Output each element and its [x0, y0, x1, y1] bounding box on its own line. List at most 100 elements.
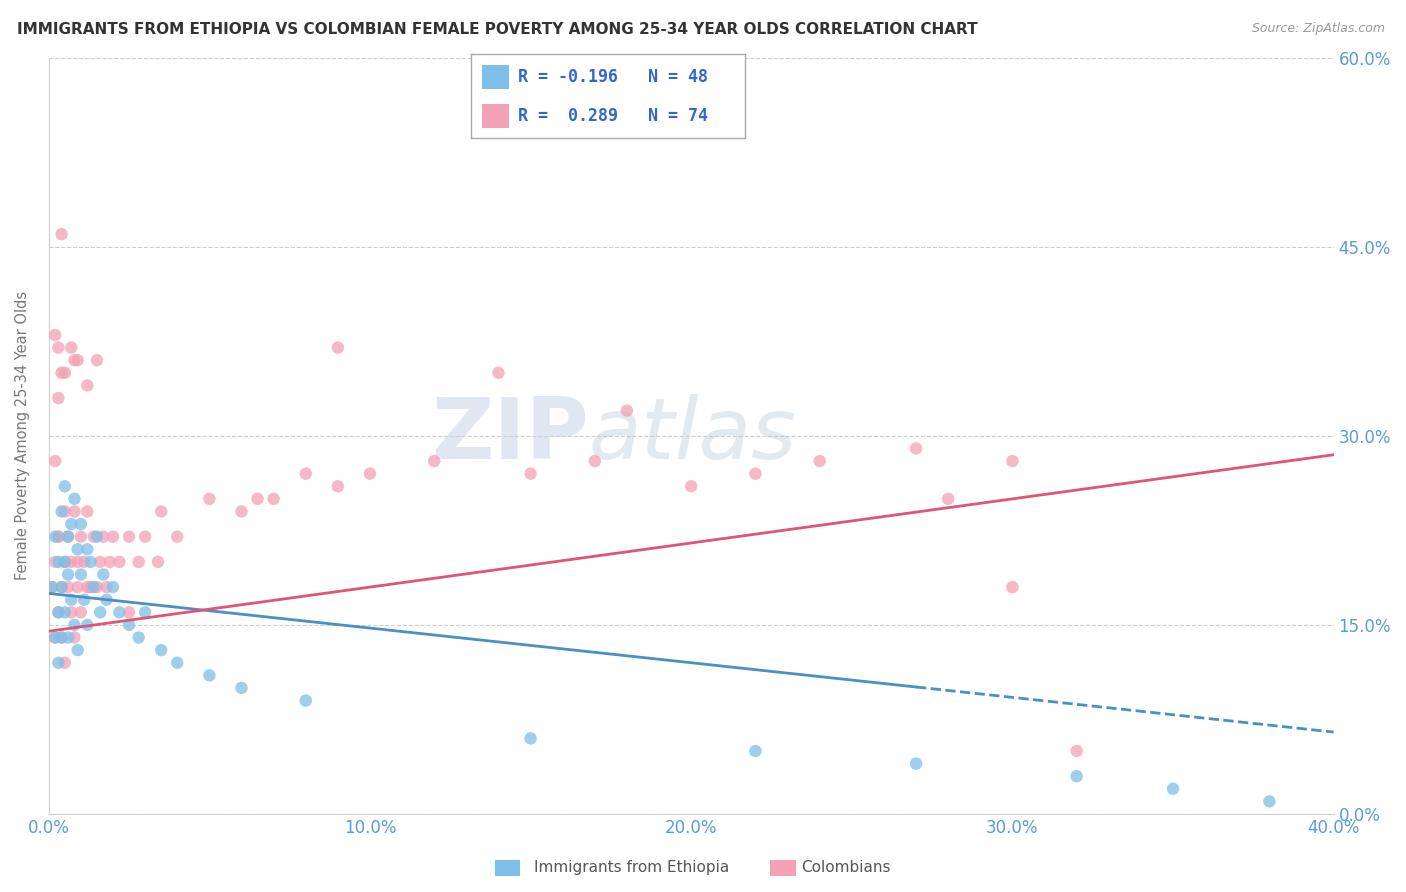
Point — [150, 643, 173, 657]
Point — [66, 353, 89, 368]
Point — [118, 530, 141, 544]
Point — [198, 668, 221, 682]
Point — [56, 0, 79, 2]
Point — [134, 605, 156, 619]
Point — [51, 580, 73, 594]
FancyBboxPatch shape — [482, 65, 509, 89]
Point — [808, 454, 831, 468]
Point — [70, 567, 93, 582]
Point — [744, 467, 766, 481]
Point — [51, 631, 73, 645]
Point — [73, 555, 96, 569]
Point — [263, 491, 285, 506]
Point — [53, 366, 76, 380]
Point — [41, 580, 63, 594]
Point — [89, 605, 111, 619]
Point — [1161, 781, 1184, 796]
Point — [83, 530, 105, 544]
Text: ZIP: ZIP — [430, 394, 588, 477]
Point — [231, 504, 253, 518]
Point — [53, 656, 76, 670]
Point — [44, 328, 66, 343]
Point — [936, 491, 959, 506]
Point — [60, 555, 83, 569]
Point — [128, 631, 150, 645]
Point — [583, 454, 606, 468]
Point — [70, 517, 93, 532]
Point — [66, 542, 89, 557]
Point — [66, 580, 89, 594]
Point — [48, 605, 70, 619]
Point — [53, 555, 76, 569]
Point — [63, 504, 86, 518]
Point — [48, 605, 70, 619]
Point — [146, 555, 169, 569]
Point — [198, 491, 221, 506]
Point — [86, 530, 108, 544]
Point — [93, 530, 115, 544]
Point — [41, 580, 63, 594]
Point — [246, 491, 269, 506]
Point — [56, 567, 79, 582]
Point — [231, 681, 253, 695]
Point — [166, 656, 188, 670]
Point — [70, 605, 93, 619]
Point — [1066, 769, 1088, 783]
Point — [48, 555, 70, 569]
Point — [53, 555, 76, 569]
Point — [76, 618, 98, 632]
Point — [905, 442, 928, 456]
Point — [60, 592, 83, 607]
Point — [63, 631, 86, 645]
Text: R = -0.196   N = 48: R = -0.196 N = 48 — [517, 69, 707, 87]
Point — [44, 530, 66, 544]
Point — [51, 504, 73, 518]
Point — [63, 353, 86, 368]
Point — [56, 631, 79, 645]
Point — [44, 555, 66, 569]
Point — [1258, 794, 1281, 808]
Point — [79, 555, 101, 569]
Point — [1001, 454, 1024, 468]
Point — [134, 530, 156, 544]
Point — [86, 353, 108, 368]
Point — [51, 227, 73, 242]
Point — [1001, 580, 1024, 594]
Point — [93, 567, 115, 582]
Point — [76, 504, 98, 518]
Point — [66, 555, 89, 569]
Point — [53, 605, 76, 619]
Point — [48, 656, 70, 670]
Text: atlas: atlas — [588, 394, 796, 477]
Point — [76, 542, 98, 557]
Point — [48, 530, 70, 544]
Point — [905, 756, 928, 771]
Point — [48, 530, 70, 544]
Point — [326, 479, 349, 493]
Point — [73, 592, 96, 607]
Point — [51, 366, 73, 380]
Point — [48, 341, 70, 355]
Point — [128, 555, 150, 569]
Point — [44, 631, 66, 645]
Point — [83, 580, 105, 594]
Point — [166, 530, 188, 544]
Point — [48, 391, 70, 405]
Text: R =  0.289   N = 74: R = 0.289 N = 74 — [517, 107, 707, 125]
Point — [51, 580, 73, 594]
Point — [744, 744, 766, 758]
Point — [44, 631, 66, 645]
Point — [96, 580, 118, 594]
Point — [326, 341, 349, 355]
Point — [519, 731, 541, 746]
Point — [101, 530, 124, 544]
Point — [56, 530, 79, 544]
Point — [118, 605, 141, 619]
Point — [98, 555, 121, 569]
Point — [53, 504, 76, 518]
Point — [423, 454, 446, 468]
Point — [60, 517, 83, 532]
Point — [108, 555, 131, 569]
Point — [89, 555, 111, 569]
Point — [63, 491, 86, 506]
